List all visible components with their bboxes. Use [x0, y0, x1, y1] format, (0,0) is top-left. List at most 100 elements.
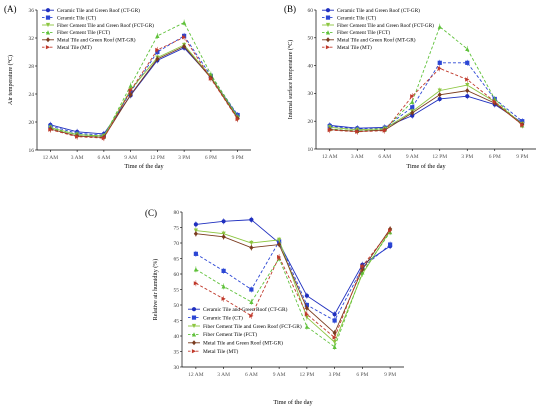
data-point	[437, 24, 442, 29]
data-point	[360, 266, 365, 272]
data-point	[465, 46, 470, 52]
data-point	[410, 105, 415, 110]
panel-label: (B)	[284, 4, 296, 14]
data-point	[208, 72, 213, 77]
legend-entry: Fiber Cement Tile (FCT)	[57, 29, 110, 36]
series-line	[50, 21, 239, 138]
x-tick-label: 3 PM	[329, 372, 341, 378]
data-point	[128, 83, 133, 88]
legend: Ceramic Tile and Green Roof (CT-GR)Ceram…	[188, 306, 302, 355]
data-point	[128, 92, 133, 98]
data-point	[48, 127, 53, 132]
x-axis-label: Time of the day	[406, 163, 446, 170]
data-point	[221, 231, 226, 236]
x-tick-label: 6 PM	[356, 372, 368, 378]
chart-panel-1: (A) 16 20 24 28 32 36 12 AM 3 AM 6 AM 9 AM 12 PM 3 P…	[4, 4, 251, 170]
y-tick-label: 60	[308, 8, 314, 14]
data-point	[193, 251, 198, 256]
data-point	[304, 302, 309, 308]
data-point	[208, 76, 213, 81]
data-point	[437, 60, 442, 65]
y-tick-label: 60	[174, 272, 180, 278]
data-point	[193, 267, 198, 272]
y-tick-label: 55	[174, 287, 180, 293]
legend-marker	[191, 315, 197, 320]
legend-entry: Ceramic Tile (CT)	[337, 14, 376, 21]
x-tick-label: 3 PM	[178, 155, 190, 161]
data-point	[101, 136, 106, 141]
data-point	[221, 219, 226, 224]
data-point	[193, 228, 198, 233]
legend-entry: Fiber Cement Tile and Green Roof (FCT-GR…	[57, 22, 154, 29]
data-point	[304, 293, 309, 298]
data-point	[355, 129, 360, 134]
series-6	[327, 65, 525, 135]
data-point	[155, 56, 160, 62]
legend-entry: Ceramic Tile and Green Roof (CT-GR)	[337, 7, 420, 14]
data-point	[193, 281, 198, 286]
legend: Ceramic Tile and Green Roof (CT-GR)Ceram…	[42, 7, 154, 51]
series-line	[329, 67, 523, 133]
legend-entry: Metal Tile (MT)	[337, 44, 372, 51]
y-tick-label: 30	[308, 91, 314, 97]
data-point	[249, 299, 254, 304]
data-point	[304, 315, 309, 320]
series-line	[329, 62, 523, 130]
legend: Ceramic Tile and Green Roof (CT-GR)Ceram…	[322, 7, 434, 51]
x-tick-label: 3 AM	[351, 154, 364, 160]
data-point	[388, 228, 393, 233]
series-line	[195, 230, 391, 339]
y-tick-label: 10	[308, 147, 314, 153]
y-tick-label: 65	[174, 256, 180, 262]
y-tick-label: 45	[174, 318, 180, 324]
data-point	[437, 66, 442, 71]
legend-entry: Metal Tile and Green Roof (MT-GR)	[337, 37, 416, 44]
y-tick-label: 32	[29, 36, 35, 42]
series-line	[195, 231, 391, 348]
panel-label: (A)	[4, 4, 17, 14]
y-tick-label: 16	[29, 148, 35, 154]
data-point	[332, 312, 337, 317]
data-point	[155, 47, 160, 52]
legend-marker	[325, 8, 331, 13]
legend-entry: Metal Tile (MT)	[57, 44, 92, 51]
x-tick-label: 9 AM	[124, 155, 137, 161]
legend-marker	[45, 8, 51, 13]
legend-entry: Metal Tile and Green Roof (MT-GR)	[57, 37, 136, 44]
chart-panel-3: (C) 30 35 40 45 50 55 60 65 70 75 80 12 AM 3 AM 6 AM 9 …	[145, 208, 404, 406]
data-point	[410, 94, 415, 99]
legend-marker	[191, 349, 197, 354]
legend-marker	[191, 332, 197, 337]
data-point	[332, 344, 337, 349]
data-point	[221, 234, 226, 240]
legend-entry: Metal Tile (MT)	[203, 348, 239, 355]
data-point	[437, 92, 442, 98]
legend-entry: Ceramic Tile (CT)	[57, 14, 96, 21]
legend-marker	[45, 15, 51, 20]
series-3	[48, 42, 240, 139]
x-tick-label: 12 PM	[299, 372, 314, 378]
data-point	[304, 312, 309, 317]
legend-marker	[191, 340, 197, 346]
series-line	[195, 230, 391, 343]
series-line	[50, 36, 239, 139]
data-point	[221, 296, 226, 301]
data-point	[128, 88, 133, 93]
y-tick-label: 35	[174, 349, 180, 355]
legend-marker	[45, 37, 51, 43]
x-tick-label: 9 PM	[516, 154, 528, 160]
legend-entry: Fiber Cement Tile (FCT)	[337, 29, 390, 36]
x-tick-label: 6 PM	[205, 155, 217, 161]
legend-marker	[325, 15, 331, 20]
data-point	[465, 88, 470, 94]
data-point	[277, 254, 282, 260]
data-point	[304, 324, 309, 329]
x-tick-label: 12 PM	[432, 154, 447, 160]
series-6	[193, 227, 393, 341]
data-point	[182, 20, 187, 25]
y-tick-label: 40	[174, 334, 180, 340]
chart-panel-2: (B) 10 20 30 40 50 60 12 AM 3 AM 6 AM 9 AM 12 PM 3 P…	[284, 4, 536, 170]
y-tick-label: 20	[308, 119, 314, 125]
y-tick-label: 40	[308, 63, 314, 69]
legend-entry: Ceramic Tile (CT)	[203, 314, 243, 321]
